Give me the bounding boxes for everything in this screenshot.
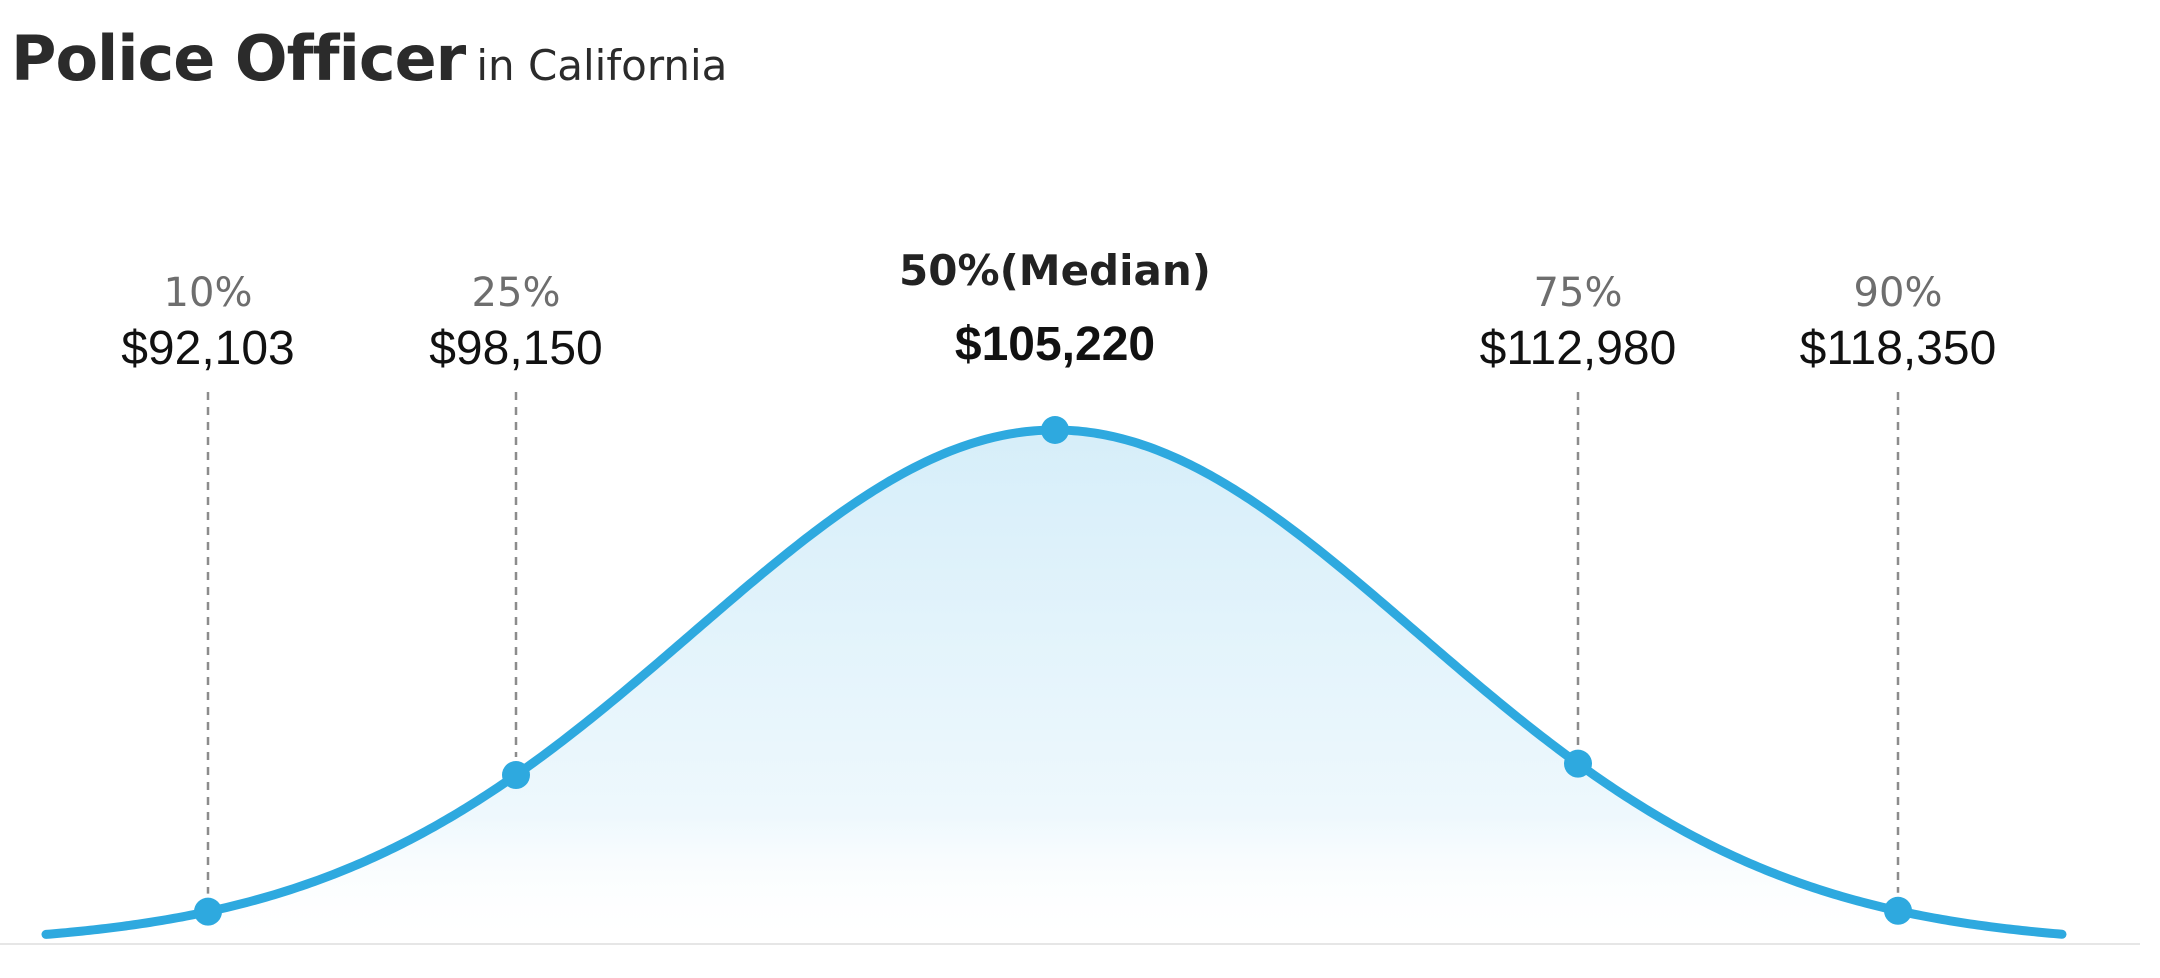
- percentile-label-25: 25%: [472, 270, 561, 316]
- value-label-50median: $105,220: [955, 318, 1155, 371]
- value-label-75: $112,980: [1480, 322, 1677, 375]
- percentile-label-10: 10%: [164, 270, 253, 316]
- percentile-marker-25: [502, 761, 530, 790]
- distribution-area: [46, 430, 2064, 945]
- percentile-marker-75: [1564, 749, 1592, 778]
- percentile-label-50median: 50%(Median): [899, 246, 1211, 295]
- percentile-marker-90: [1884, 896, 1912, 925]
- value-label-25: $98,150: [429, 322, 603, 375]
- location-text: in California: [476, 41, 728, 90]
- percentile-marker-50median: [1041, 416, 1069, 444]
- percentile-label-75: 75%: [1534, 270, 1623, 316]
- chart-title: Police Officer in California: [11, 22, 727, 95]
- percentile-marker-10: [194, 897, 222, 926]
- percentile-label-90: 90%: [1854, 270, 1943, 316]
- value-label-10: $92,103: [121, 322, 295, 375]
- value-label-90: $118,350: [1800, 322, 1997, 375]
- job-title: Police Officer: [11, 22, 466, 95]
